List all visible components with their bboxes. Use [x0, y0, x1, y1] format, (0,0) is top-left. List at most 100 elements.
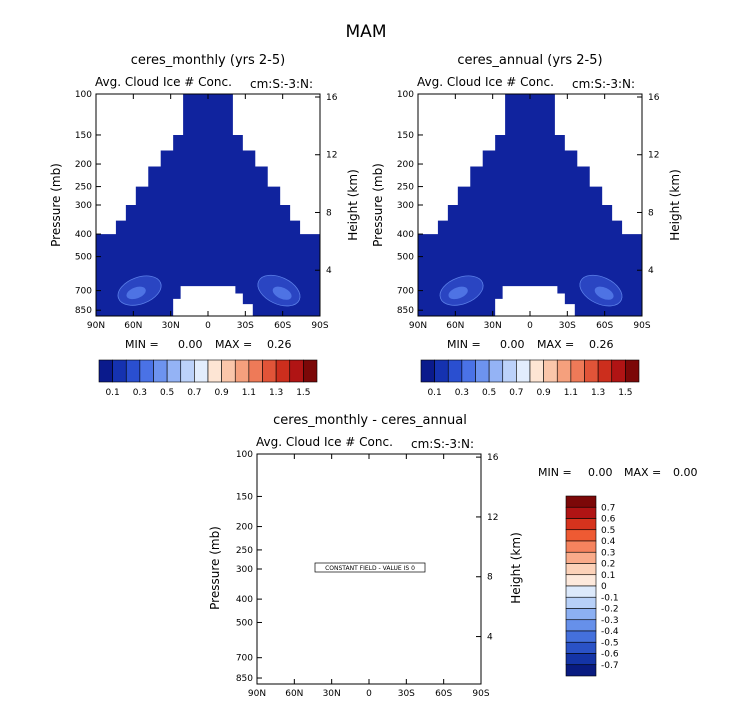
- panel-difference: ceres_monthly - ceres_annual Avg. Cloud …: [208, 413, 698, 699]
- panel-2-y2label: Height (km): [668, 169, 682, 240]
- colorbar-swatch: [565, 495, 597, 508]
- x-tick-label: 90N: [409, 321, 427, 331]
- colorbar-label: -0.3: [601, 616, 619, 626]
- figure-title: MAM: [346, 22, 387, 42]
- y2-tick-label: 12: [326, 151, 337, 161]
- colorbar-label: 0.7: [509, 388, 523, 398]
- colorbar-swatch: [565, 585, 597, 598]
- panel-2-subtitle: Avg. Cloud Ice # Conc.: [417, 75, 554, 89]
- colorbar-label: 1.1: [242, 388, 256, 398]
- colorbar-swatch: [502, 359, 517, 383]
- y2-tick-label: 16: [326, 93, 338, 103]
- panel-3-min-label: MIN =: [538, 466, 572, 479]
- colorbar-swatch: [584, 359, 599, 383]
- y-tick-label: 250: [397, 183, 414, 193]
- colorbar-swatch: [303, 359, 318, 383]
- y-tick-label: 700: [397, 287, 414, 297]
- colorbar-swatch: [611, 359, 626, 383]
- colorbar-swatch: [166, 359, 182, 383]
- panel-1-min-value: 0.00: [178, 338, 203, 351]
- x-tick-label: 0: [527, 321, 533, 331]
- y2-tick-label: 4: [648, 266, 654, 276]
- panel-3-subtitle: Avg. Cloud Ice # Conc.: [256, 435, 393, 449]
- colorbar-label: 0.3: [133, 388, 147, 398]
- max-south-core: [594, 286, 614, 300]
- panel-2-units: cm:S:-3:N:: [572, 77, 635, 91]
- y2-tick-label: 8: [326, 208, 332, 218]
- colorbar-swatch: [565, 608, 597, 621]
- y-tick-label: 400: [236, 595, 253, 605]
- max-south-core: [272, 286, 292, 300]
- field-fill: [418, 94, 642, 316]
- panel-3-units: cm:S:-3:N:: [411, 437, 474, 451]
- x-tick-label: 60S: [596, 321, 613, 331]
- y-tick-label: 300: [75, 201, 92, 211]
- colorbar-swatch: [565, 540, 597, 553]
- colorbar-label: 0.9: [536, 388, 551, 398]
- panel-3-colorbar: 0.70.60.50.40.30.20.10-0.1-0.2-0.3-0.4-0…: [565, 495, 619, 677]
- x-tick-label: 90S: [633, 321, 650, 331]
- colorbar-label: 1.5: [296, 388, 310, 398]
- colorbar-label: 0.7: [187, 388, 201, 398]
- x-tick-label: 30N: [162, 321, 180, 331]
- colorbar-label: 0.5: [160, 388, 174, 398]
- colorbar-swatch: [543, 359, 558, 383]
- field-fill: [96, 94, 320, 316]
- colorbar-label: 0.1: [427, 388, 441, 398]
- panel-1-min-label: MIN =: [125, 338, 159, 351]
- colorbar-swatch: [565, 574, 597, 587]
- colorbar-label: 0.5: [601, 526, 615, 536]
- colorbar-swatch: [475, 359, 490, 383]
- x-tick-label: 60N: [285, 689, 303, 699]
- x-tick-label: 60N: [446, 321, 464, 331]
- x-tick-label: 30S: [237, 321, 254, 331]
- colorbar-swatch: [447, 359, 463, 383]
- panel-2-min-value: 0.00: [500, 338, 525, 351]
- panel-1-ylabel: Pressure (mb): [49, 163, 63, 247]
- x-tick-label: 60S: [274, 321, 291, 331]
- panel-2-title: ceres_annual (yrs 2-5): [457, 53, 602, 68]
- y-tick-label: 100: [397, 90, 414, 100]
- colorbar-swatch: [565, 529, 597, 542]
- colorbar-swatch: [597, 359, 613, 383]
- colorbar-label: -0.6: [601, 650, 619, 660]
- constant-field-box: CONSTANT FIELD - VALUE IS 0: [314, 562, 426, 573]
- colorbar-swatch: [125, 359, 141, 383]
- y-tick-label: 150: [236, 492, 253, 502]
- colorbar-swatch: [556, 359, 572, 383]
- y-tick-label: 850: [236, 674, 253, 684]
- panel-2-max-label: MAX =: [537, 338, 574, 351]
- x-tick-label: 60N: [124, 321, 142, 331]
- colorbar-swatch: [565, 664, 597, 677]
- x-tick-label: 60S: [435, 689, 452, 699]
- colorbar-swatch: [565, 518, 597, 531]
- x-tick-label: 0: [205, 321, 211, 331]
- y2-tick-label: 4: [487, 633, 493, 643]
- colorbar-swatch: [488, 359, 504, 383]
- panel-3-y2label: Height (km): [509, 532, 523, 603]
- panel-3-min-value: 0.00: [588, 466, 613, 479]
- colorbar-swatch: [625, 359, 640, 383]
- colorbar-swatch: [262, 359, 277, 383]
- colorbar-label: -0.1: [601, 593, 619, 603]
- colorbar-swatch: [570, 359, 585, 383]
- colorbar-swatch: [139, 359, 154, 383]
- panel-3-max-value: 0.00: [673, 466, 698, 479]
- y2-tick-label: 12: [648, 151, 659, 161]
- colorbar-label: 0.7: [601, 503, 615, 513]
- panel-2-ylabel: Pressure (mb): [371, 163, 385, 247]
- colorbar-swatch: [153, 359, 168, 383]
- y-tick-label: 300: [236, 565, 253, 575]
- colorbar-label: 0.1: [105, 388, 119, 398]
- colorbar-swatch: [221, 359, 236, 383]
- colorbar-swatch: [98, 359, 113, 383]
- colorbar-label: 1.3: [591, 388, 605, 398]
- y-tick-label: 850: [397, 306, 414, 316]
- max-north-core: [448, 286, 468, 300]
- max-north-core: [126, 286, 146, 300]
- y-tick-label: 400: [75, 230, 92, 240]
- colorbar-swatch: [565, 563, 597, 576]
- colorbar-swatch: [565, 641, 597, 654]
- y2-tick-label: 8: [487, 573, 493, 583]
- colorbar-swatch: [516, 359, 531, 383]
